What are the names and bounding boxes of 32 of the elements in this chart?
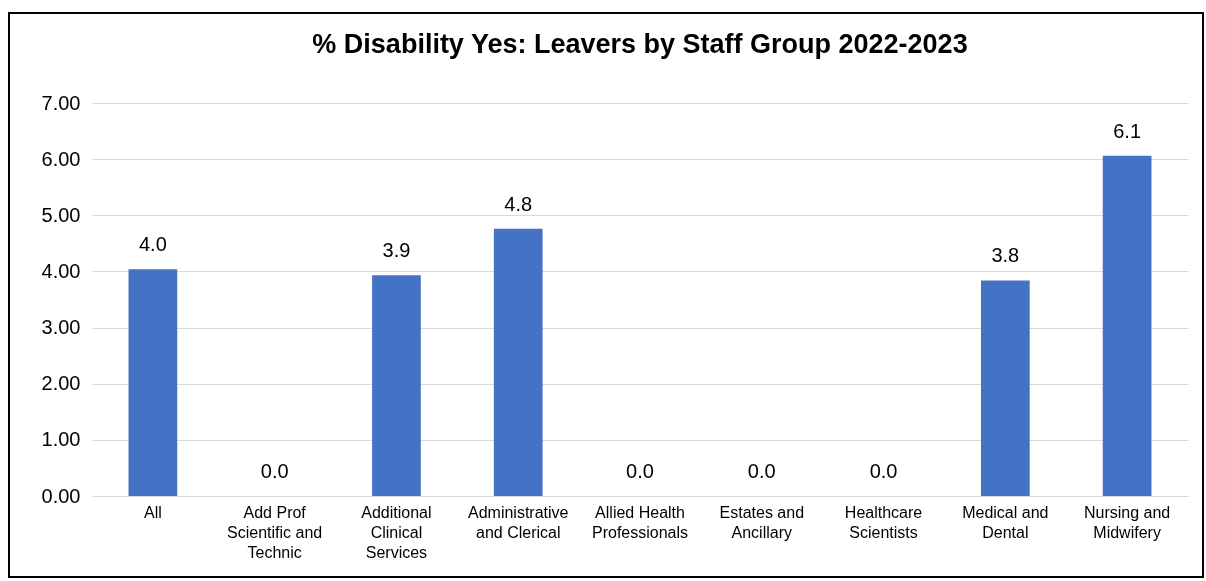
y-tick-label: 2.00: [41, 372, 81, 395]
x-tick-label: Nursing and Midwifery: [1083, 503, 1171, 541]
y-tick-label: 7.00: [41, 91, 81, 114]
bar: [980, 280, 1030, 496]
bar: [128, 269, 178, 496]
data-label: 0.0: [260, 460, 289, 482]
data-label: 4.8: [504, 192, 533, 215]
y-tick-label: 4.00: [41, 259, 81, 282]
y-tick-label: 0.00: [41, 484, 81, 507]
y-tick-label: 6.00: [41, 147, 81, 170]
data-label: 0.0: [747, 460, 776, 482]
chart-title: % Disability Yes: Leavers by Staff Group 2022-2023: [312, 29, 968, 59]
bar: [1102, 155, 1152, 496]
bar: [493, 228, 543, 496]
data-label: 3.8: [991, 244, 1020, 267]
x-tick-label: Administrative and Clerical: [467, 503, 569, 541]
x-tick-label: Allied Health Professionals: [591, 503, 689, 541]
x-tick-label: Estates and Ancillary: [719, 503, 805, 541]
data-label: 6.1: [1113, 119, 1142, 142]
y-tick-label: 1.00: [41, 428, 81, 451]
x-tick-label: Additional Clinical Services: [361, 503, 432, 561]
x-tick-label: All: [144, 503, 162, 521]
x-tick-label: Add Prof Scientific and Technic: [227, 503, 323, 561]
bar: [372, 275, 421, 496]
y-tick-label: 5.00: [41, 203, 81, 226]
y-tick-label: 3.00: [41, 316, 81, 339]
data-label: 0.0: [626, 460, 654, 482]
data-label: 0.0: [869, 460, 898, 482]
data-label: 4.0: [138, 233, 167, 256]
x-tick-label: Healthcare Scientists: [844, 503, 923, 541]
x-tick-label: Medical and Dental: [962, 503, 1049, 541]
data-label: 3.9: [382, 239, 411, 262]
